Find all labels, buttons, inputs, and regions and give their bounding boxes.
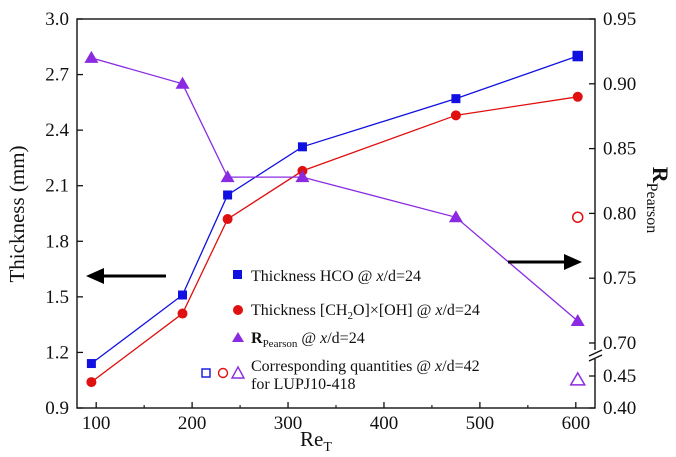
- y-tick-label: 3.0: [45, 9, 69, 30]
- data-point-hco: [223, 190, 233, 200]
- data-point-ch2o_oh: [450, 110, 461, 121]
- x-tick-label: 500: [466, 413, 495, 434]
- data-point-rpearson: [175, 76, 190, 89]
- y-axis-title: Thickness (mm): [5, 145, 29, 282]
- open-point-rpearson: [569, 371, 587, 386]
- y2-axis-title: RPearson: [643, 167, 673, 234]
- x-tick-label: 100: [82, 413, 111, 434]
- legend-marker-triangle: [232, 332, 244, 342]
- data-point-ch2o_oh: [572, 91, 583, 102]
- x-tick-label: 300: [274, 413, 303, 434]
- y-tick-label: 2.7: [45, 65, 69, 86]
- y-tick-label: 1.8: [45, 231, 69, 252]
- legend-label-rpearson: RPearson @ x/d=24: [251, 330, 365, 350]
- open-points-layer: [569, 50, 587, 386]
- x-axis-title: ReT: [300, 427, 332, 455]
- y2-tick-label: 0.70: [603, 333, 636, 354]
- legend-open-square: [201, 368, 211, 378]
- data-point-hco: [86, 359, 96, 369]
- y-tick-label: 1.5: [45, 287, 69, 308]
- legend: Thickness HCO @ x/d=24 Thickness [CH2O]×…: [201, 268, 480, 393]
- y2-tick-label: 0.90: [603, 74, 636, 95]
- y2-tick-label: 0.95: [603, 9, 636, 30]
- series-line-hco: [90, 55, 578, 365]
- series-hco: [86, 51, 583, 369]
- legend-marker-circle: [233, 305, 243, 315]
- series-line-ch2o_oh: [90, 96, 578, 383]
- right-axis-break: [588, 349, 603, 362]
- axis-ticks: [77, 18, 595, 409]
- data-point-rpearson: [84, 50, 99, 63]
- series-ch2o_oh: [86, 91, 583, 388]
- legend-entry-hco: Thickness HCO @ x/d=24: [233, 268, 421, 285]
- data-point-hco: [297, 142, 307, 152]
- y2-tick-label: 0.40: [603, 398, 636, 419]
- axis-tick-labels: 100 200 300 400 500 600 0.9 1.2 1.5 1.8 2.1 2.4 2.7 3…: [45, 9, 636, 434]
- data-point-ch2o_oh: [177, 308, 188, 319]
- y-tick-label: 0.9: [45, 398, 69, 419]
- y2-tick-label: 0.45: [603, 366, 636, 387]
- series-layer: [84, 50, 585, 388]
- left-axis-arrow: [86, 268, 166, 284]
- data-point-hco: [451, 94, 461, 104]
- y-tick-label: 2.4: [45, 120, 69, 141]
- legend-label-open-set-line2: for LUPJ10-418: [251, 376, 355, 393]
- legend-entry-open-set: Corresponding quantities @ x/d=42 for LU…: [201, 358, 480, 393]
- data-point-ch2o_oh: [86, 377, 97, 388]
- y2-tick-label: 0.75: [603, 268, 636, 289]
- data-point-ch2o_oh: [222, 214, 233, 225]
- legend-label-hco: Thickness HCO @ x/d=24: [251, 268, 421, 285]
- y2-tick-label: 0.80: [603, 203, 636, 224]
- legend-entry-rpearson: RPearson @ x/d=24: [232, 330, 365, 350]
- legend-open-triangle: [230, 365, 246, 379]
- right-axis-arrow: [508, 254, 582, 270]
- data-point-rpearson: [295, 170, 310, 183]
- legend-open-circle: [217, 367, 229, 379]
- y-tick-label: 2.1: [45, 176, 69, 197]
- data-point-rpearson: [448, 210, 463, 223]
- series-line-rpearson: [91, 57, 579, 322]
- x-tick-label: 400: [370, 413, 399, 434]
- data-point-hco: [573, 51, 583, 61]
- y-tick-label: 1.2: [45, 342, 69, 363]
- x-tick-label: 200: [178, 413, 207, 434]
- open-point-ch2o_oh: [571, 211, 584, 223]
- series-rpearson: [84, 50, 585, 326]
- legend-label-ch2o-oh: Thickness [CH2O]×[OH] @ x/d=24: [251, 302, 480, 322]
- data-point-hco: [178, 290, 188, 300]
- open-point-hco: [572, 50, 583, 62]
- y2-tick-label: 0.85: [603, 139, 636, 160]
- legend-entry-ch2o-oh: Thickness [CH2O]×[OH] @ x/d=24: [233, 302, 480, 322]
- legend-label-open-set: Corresponding quantities @ x/d=42: [251, 358, 480, 375]
- data-point-rpearson: [220, 170, 235, 183]
- data-point-rpearson: [570, 313, 585, 326]
- legend-marker-square: [233, 270, 242, 279]
- x-tick-label: 600: [562, 413, 591, 434]
